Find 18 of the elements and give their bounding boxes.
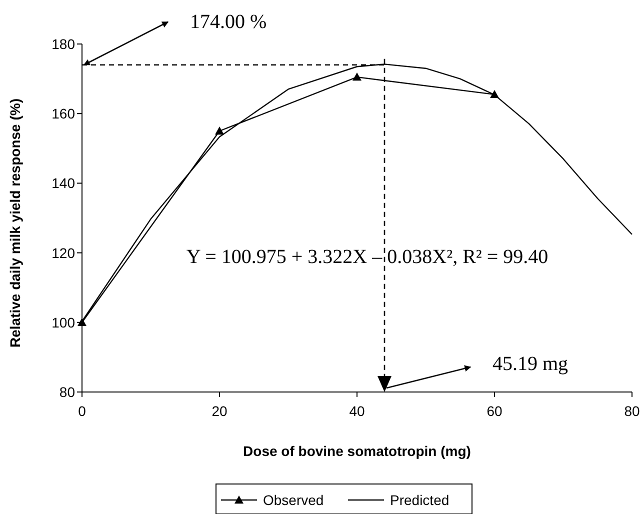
x-tick-label: 0 <box>78 403 86 419</box>
x-tick-label: 80 <box>624 403 640 419</box>
y-tick-label: 180 <box>52 36 76 52</box>
x-tick-label: 60 <box>486 403 502 419</box>
y-tick-label: 100 <box>52 314 76 330</box>
x-axis-title: Dose of bovine somatotropin (mg) <box>243 443 471 459</box>
annotation: 45.19 mg <box>492 353 568 375</box>
x-tick-label: 20 <box>212 403 228 419</box>
annotation: 174.00 % <box>190 10 267 33</box>
y-tick-label: 80 <box>59 384 76 400</box>
y-axis-title: Relative daily milk yield response (%) <box>7 98 23 348</box>
x-tick-label: 40 <box>349 403 365 419</box>
annotation: Y = 100.975 + 3.322X – 0.038X², R² = 99.40 <box>186 246 548 268</box>
y-tick-label: 160 <box>52 106 76 122</box>
y-tick-label: 140 <box>52 175 76 192</box>
legend-label: Predicted <box>390 492 450 508</box>
y-tick-label: 120 <box>52 244 76 261</box>
legend-label: Observed <box>263 492 324 508</box>
